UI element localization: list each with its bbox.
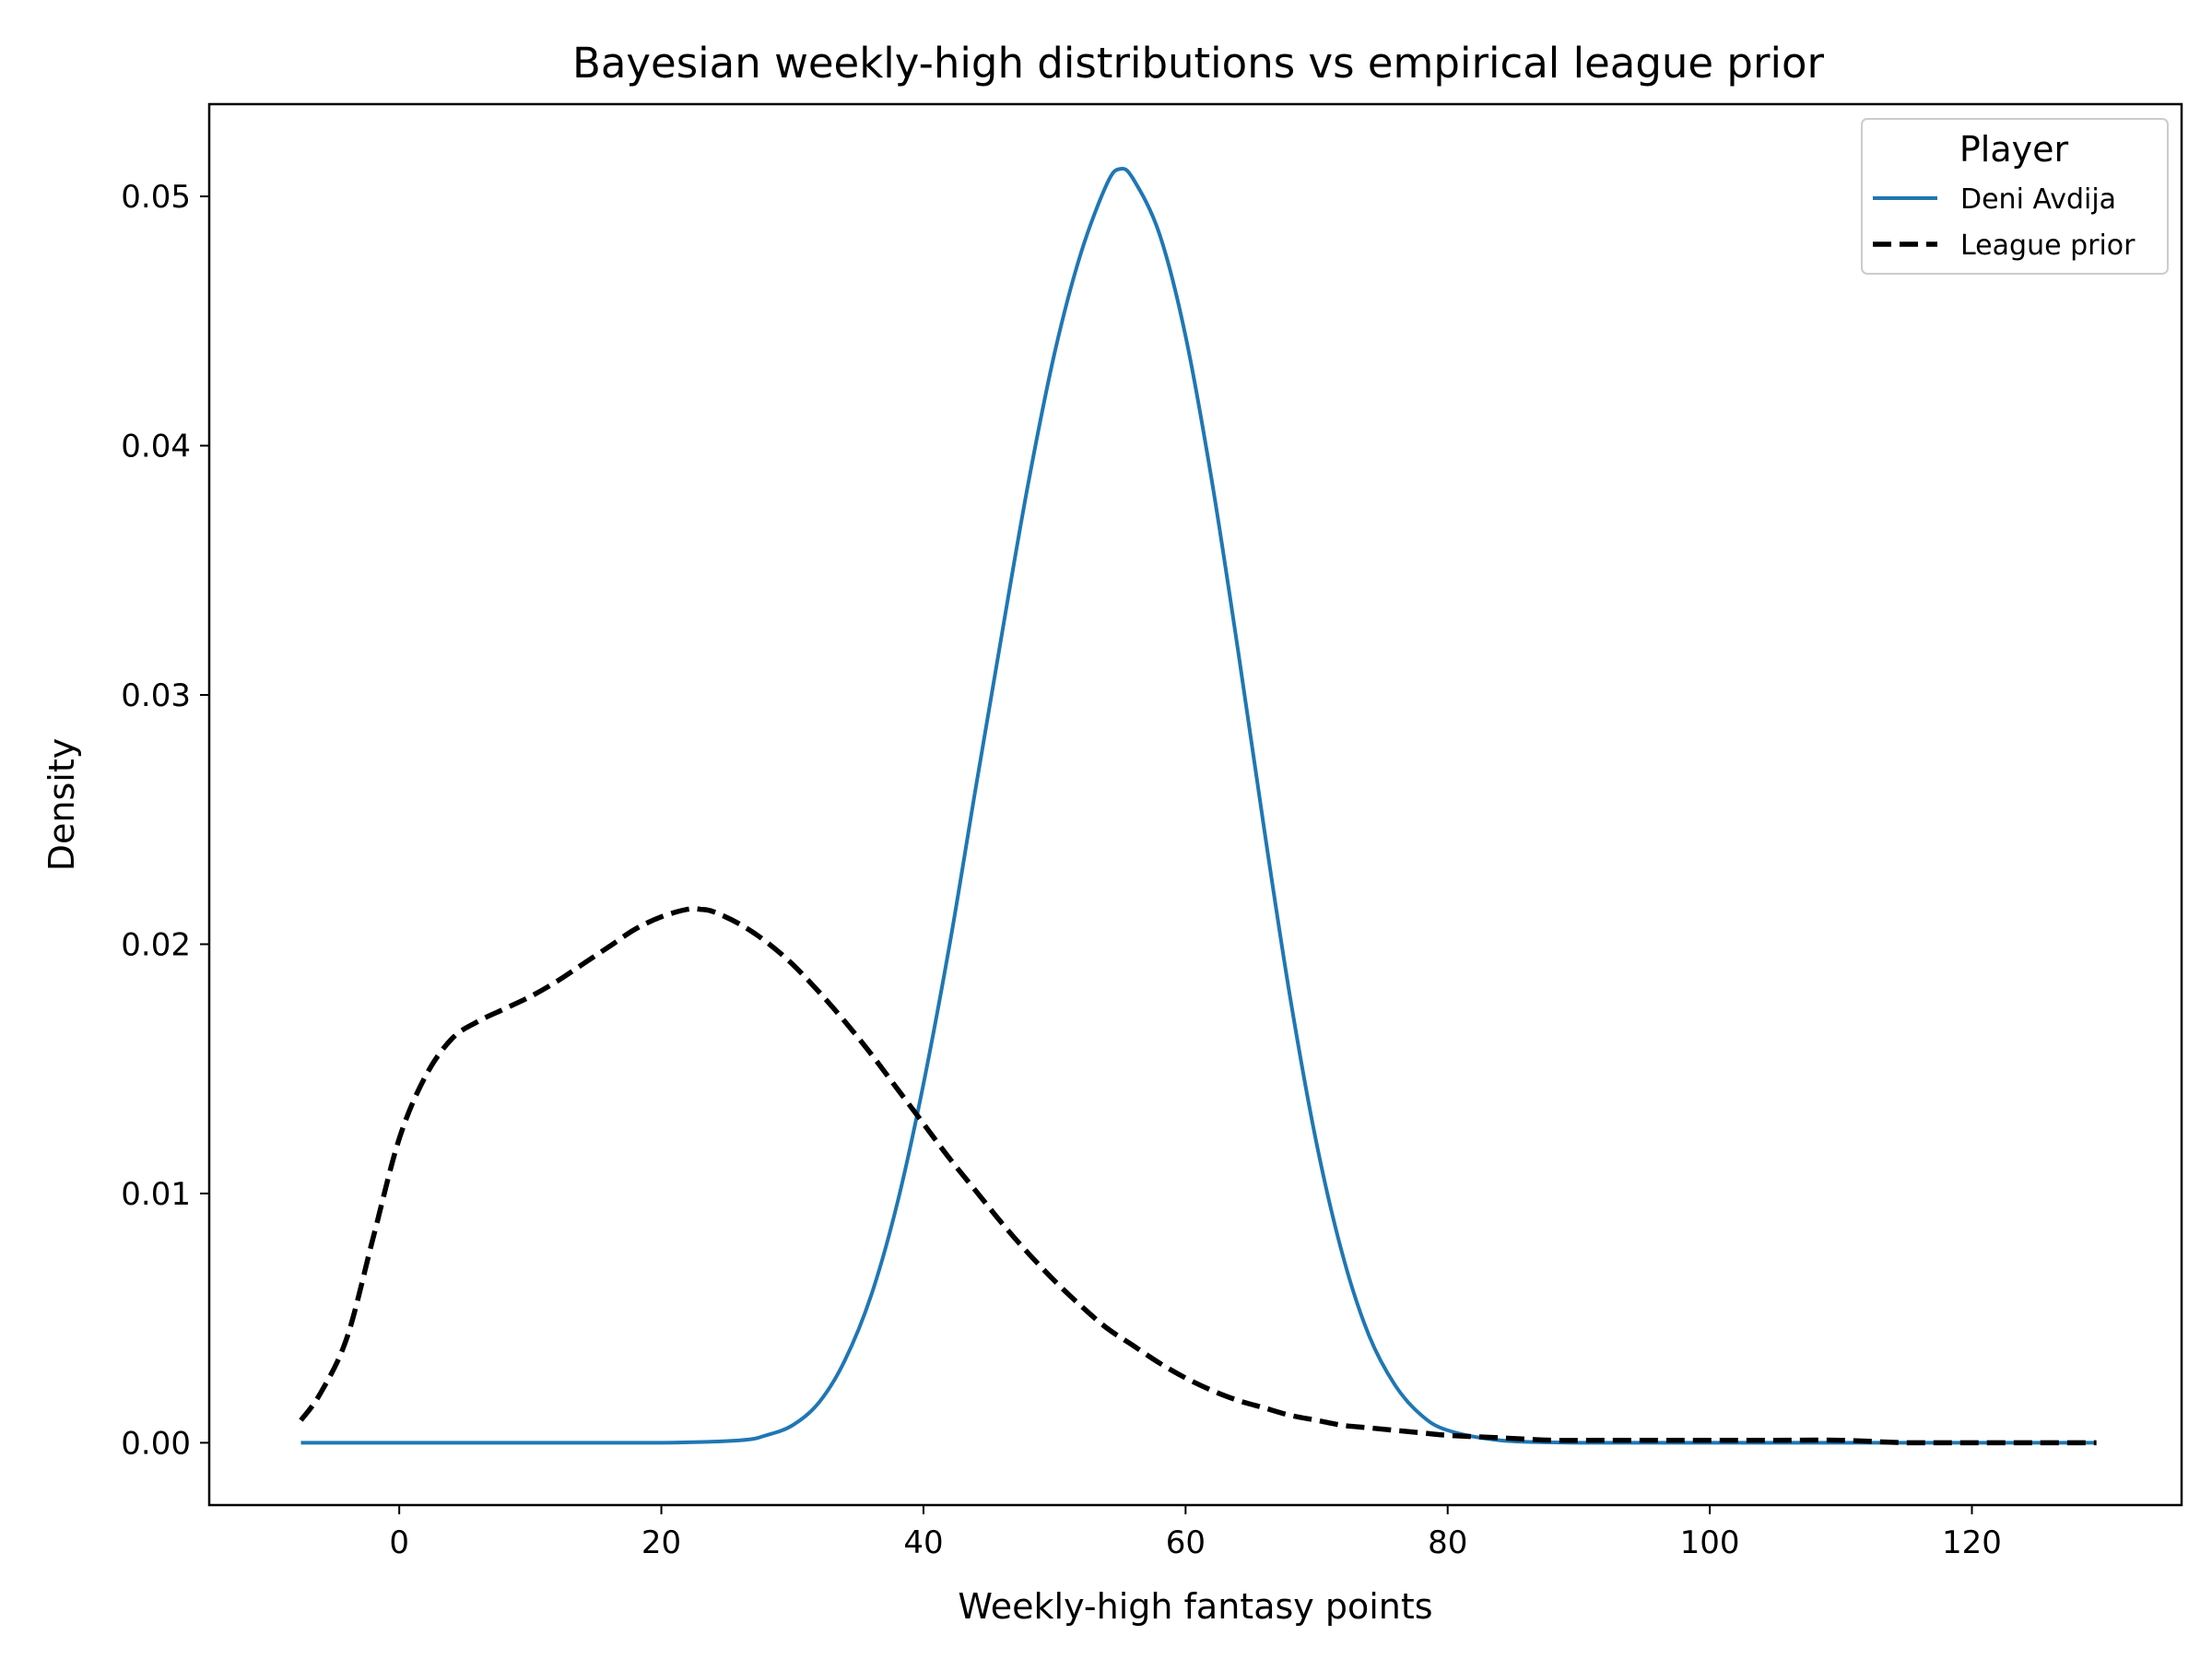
x-tick-label: 20 xyxy=(641,1524,681,1561)
legend-box xyxy=(1861,118,2169,275)
axes-frame xyxy=(207,102,2183,1507)
x-tick-label: 60 xyxy=(1166,1524,1206,1561)
y-tick-label: 0.02 xyxy=(121,926,191,963)
plot-area xyxy=(207,102,2183,1507)
series-layer xyxy=(299,166,2097,1446)
series-line-deni-avdija xyxy=(300,166,2097,1445)
x-tick-label: 80 xyxy=(1428,1524,1467,1561)
chart-title: Bayesian weekly-high distributions vs em… xyxy=(572,39,1825,88)
x-tick-label: 40 xyxy=(903,1524,943,1561)
legend-label-league-prior: League prior xyxy=(1960,229,2136,262)
legend: Player Deni Avdija League prior xyxy=(1861,118,2169,275)
legend-title: Player xyxy=(1959,129,2069,170)
series-line-league-prior xyxy=(299,906,2097,1446)
y-axis: 0.00 0.01 0.02 0.03 0.04 0.05 xyxy=(121,179,209,1462)
x-axis-label: Weekly-high fantasy points xyxy=(958,1586,1432,1627)
x-tick-label: 100 xyxy=(1680,1524,1740,1561)
y-tick-label: 0.03 xyxy=(121,677,191,714)
y-tick-label: 0.00 xyxy=(121,1425,191,1462)
y-axis-label: Density xyxy=(41,738,82,871)
y-tick-label: 0.01 xyxy=(121,1176,191,1213)
y-tick-label: 0.04 xyxy=(121,429,191,465)
x-tick-label: 0 xyxy=(389,1524,409,1561)
legend-label-deni-avdija: Deni Avdija xyxy=(1960,183,2116,216)
y-tick-label: 0.05 xyxy=(121,179,191,216)
x-axis: 0 20 40 60 80 100 120 xyxy=(389,1505,2002,1561)
x-tick-label: 120 xyxy=(1942,1524,2002,1561)
